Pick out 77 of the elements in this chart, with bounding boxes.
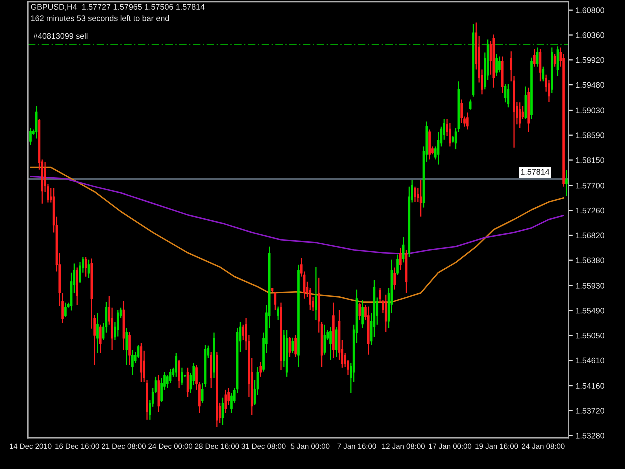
candlestick — [230, 392, 233, 414]
candlestick — [396, 254, 399, 276]
y-tick-label: 1.56820 — [576, 232, 604, 239]
candlestick — [536, 47, 539, 68]
y-tick-label: 1.59480 — [576, 82, 604, 88]
line-series — [30, 176, 564, 255]
candlestick — [132, 350, 134, 376]
candlestick — [64, 302, 67, 318]
candlestick — [315, 266, 318, 321]
candlestick — [294, 334, 297, 358]
candlestick — [384, 294, 388, 333]
candlestick — [394, 267, 396, 290]
y-tick-label: 1.53720 — [576, 408, 604, 414]
candlestick — [126, 328, 128, 366]
candlestick — [224, 389, 228, 414]
candlestick — [498, 56, 501, 74]
candlestick — [222, 397, 224, 426]
y-tick-label: 1.58150 — [576, 158, 604, 164]
y-tick-label: 1.54160 — [576, 383, 604, 389]
y-tick-label: 1.59030 — [576, 108, 604, 114]
chart-title: GBPUSD,H4 1.57727 1.57965 1.57506 1.57814 — [31, 4, 205, 11]
candlestick — [30, 127, 32, 146]
candlestick — [534, 48, 536, 68]
candlestick — [335, 326, 338, 358]
y-tick-label: 1.57700 — [576, 183, 604, 189]
y-tick-label: 1.53280 — [576, 433, 604, 439]
y-tick-label: 1.55050 — [576, 332, 604, 339]
candlestick — [400, 247, 402, 271]
candlestick — [100, 324, 102, 354]
y-tick-label: 1.59920 — [576, 57, 604, 64]
candlestick — [466, 112, 469, 130]
y-tick-label: 1.57260 — [576, 208, 604, 214]
candlestick — [181, 367, 184, 386]
candlestick — [449, 122, 452, 148]
candlestick — [428, 129, 431, 160]
candlestick — [524, 86, 528, 120]
candlestick — [178, 359, 180, 389]
candlestick — [330, 326, 332, 361]
candlestick — [35, 106, 38, 140]
candlestick — [260, 362, 262, 378]
y-tick-label: 1.54610 — [576, 358, 604, 364]
candlestick — [277, 306, 280, 321]
annotation: 162 minutes 53 seconds left to bar end — [31, 15, 170, 22]
candlestick — [496, 54, 498, 78]
y-tick-label: 1.55930 — [576, 283, 604, 289]
candlestick — [460, 99, 463, 124]
candlestick — [128, 332, 131, 366]
y-tick-label: 1.56380 — [576, 258, 604, 264]
candlestick — [402, 236, 405, 264]
candlestick — [175, 352, 178, 378]
y-tick-label: 1.58590 — [576, 132, 604, 138]
candlestick — [507, 84, 510, 108]
candlestick — [358, 302, 362, 321]
candlestick — [566, 170, 568, 198]
candlestick — [420, 180, 422, 218]
y-tick-label: 1.60360 — [576, 32, 604, 38]
candlestick — [84, 256, 88, 278]
candlestick — [288, 336, 292, 358]
candlestick — [362, 299, 364, 329]
ref-line-label: #40813099 sell — [34, 33, 88, 40]
candlestick — [414, 186, 416, 203]
candlestick — [96, 312, 99, 354]
candlestick — [554, 54, 556, 68]
y-tick-label: 1.55490 — [576, 308, 604, 314]
candlestick — [116, 310, 120, 338]
candlestick — [548, 79, 550, 103]
ref-line-label: 1.57814 — [521, 169, 550, 175]
candlestick — [469, 99, 472, 110]
candlestick — [292, 337, 294, 354]
candlestick — [324, 324, 326, 356]
candlestick — [437, 131, 440, 166]
candlestick — [210, 352, 212, 389]
candlestick — [518, 102, 522, 129]
candlestick — [242, 324, 245, 341]
candlestick — [274, 292, 277, 311]
y-tick-label: 1.60800 — [576, 8, 604, 14]
candlestick — [542, 66, 545, 82]
